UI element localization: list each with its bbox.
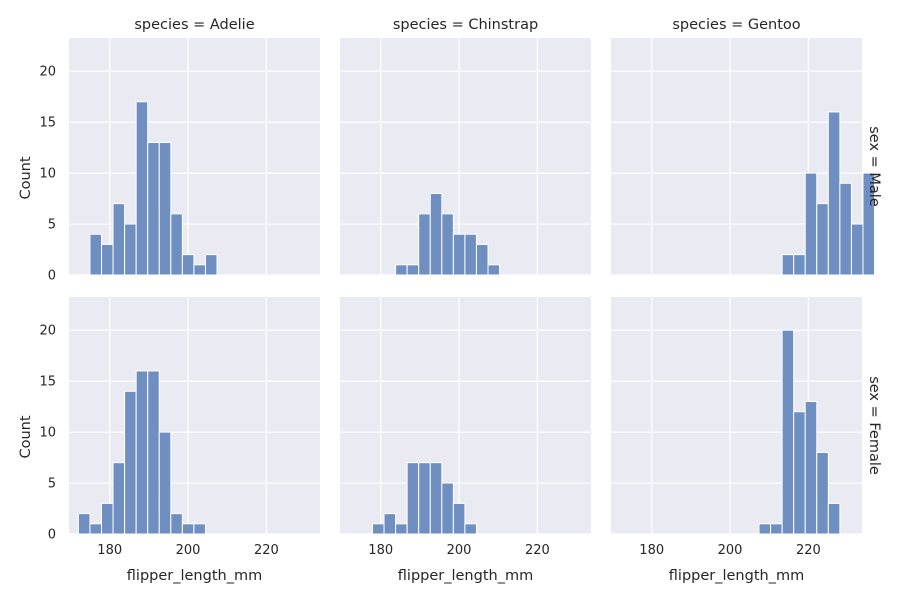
histogram-bar: [770, 523, 783, 535]
histogram-bar: [429, 192, 443, 276]
y-tick-label: 20: [39, 65, 56, 80]
x-tick-label: 200: [718, 543, 743, 558]
facet-column-title: species = Chinstrap: [393, 17, 538, 33]
histogram-bar: [147, 142, 160, 276]
histogram-bar: [758, 523, 772, 535]
histogram-bar: [441, 482, 454, 535]
y-axis-label: Count: [18, 415, 34, 458]
y-tick-label: 10: [39, 426, 56, 441]
x-tick-label: 180: [368, 543, 393, 558]
histogram-bar: [406, 264, 420, 276]
y-tick-label: 10: [39, 167, 56, 182]
histogram-bar: [170, 213, 183, 276]
panel-background: [340, 297, 591, 534]
facet-row-title: sex = Male: [866, 126, 882, 207]
y-tick-label: 15: [39, 116, 56, 131]
x-tick-label: 200: [447, 543, 472, 558]
panel-background: [69, 38, 320, 275]
histogram-bar: [383, 513, 397, 535]
x-axis-label: flipper_length_mm: [127, 568, 262, 584]
histogram-bar: [464, 523, 477, 535]
histogram-bar: [147, 370, 160, 535]
histogram-bar: [839, 182, 852, 276]
x-axis-label: flipper_length_mm: [398, 568, 533, 584]
histogram-bar: [158, 431, 172, 535]
histogram-bar: [395, 523, 408, 535]
histogram-bar: [112, 462, 126, 535]
histogram-bar: [124, 223, 137, 276]
histogram-bar: [135, 101, 149, 276]
histogram-bar: [77, 513, 91, 535]
y-axis-label: Count: [18, 156, 34, 199]
facet-column-title: species = Gentoo: [672, 17, 800, 33]
histogram-bar: [193, 264, 206, 276]
histogram-bar: [101, 243, 114, 276]
histogram-bar: [862, 172, 876, 276]
histogram-bar: [781, 254, 795, 276]
x-axis-label: flipper_length_mm: [669, 568, 804, 584]
y-tick-label: 5: [48, 477, 56, 492]
y-tick-label: 15: [39, 375, 56, 390]
histogram-bar: [181, 254, 195, 276]
histogram-bar: [158, 142, 172, 276]
histogram-bar: [418, 462, 431, 535]
histogram-bar: [406, 462, 420, 535]
histogram-bar: [181, 523, 195, 535]
histogram-bar: [204, 254, 218, 276]
histogram-bar: [418, 213, 431, 276]
histogram-bar: [135, 370, 149, 535]
histogram-bar: [850, 223, 864, 276]
histogram-bar: [429, 462, 443, 535]
histogram-bar: [112, 203, 126, 276]
y-tick-label: 5: [48, 218, 56, 233]
histogram-bar: [804, 401, 818, 535]
x-tick-label: 180: [639, 543, 664, 558]
histogram-bar: [124, 390, 137, 535]
histogram-bar: [827, 502, 841, 535]
histogram-bar: [487, 264, 501, 276]
histogram-bar: [452, 502, 466, 535]
histogram-bar: [193, 523, 206, 535]
y-tick-label: 0: [48, 528, 56, 543]
facet-column-title: species = Adelie: [134, 17, 254, 33]
histogram-bar: [89, 523, 103, 535]
histogram-bar: [793, 411, 806, 535]
histogram-bar: [804, 172, 818, 276]
histogram-bar: [395, 264, 408, 276]
facet-row-title: sex = Female: [866, 376, 882, 475]
panel-background: [69, 297, 320, 534]
histogram-bar: [101, 502, 114, 535]
x-tick-label: 180: [97, 543, 122, 558]
histogram-bar: [781, 329, 795, 535]
x-tick-label: 220: [796, 543, 821, 558]
histogram-bar: [827, 111, 841, 276]
histogram-bar: [372, 523, 385, 535]
histogram-bar: [170, 513, 183, 535]
x-tick-label: 200: [176, 543, 201, 558]
histogram-bar: [441, 213, 454, 276]
y-tick-label: 0: [48, 269, 56, 284]
histogram-bar: [816, 203, 829, 276]
x-tick-label: 220: [254, 543, 279, 558]
histogram-bar: [464, 233, 477, 276]
histogram-bar: [452, 233, 466, 276]
histogram-bar: [793, 254, 806, 276]
histogram-bar: [89, 233, 103, 276]
y-tick-label: 20: [39, 324, 56, 339]
histogram-bar: [816, 451, 829, 535]
histogram-bar: [475, 243, 489, 276]
x-tick-label: 220: [525, 543, 550, 558]
